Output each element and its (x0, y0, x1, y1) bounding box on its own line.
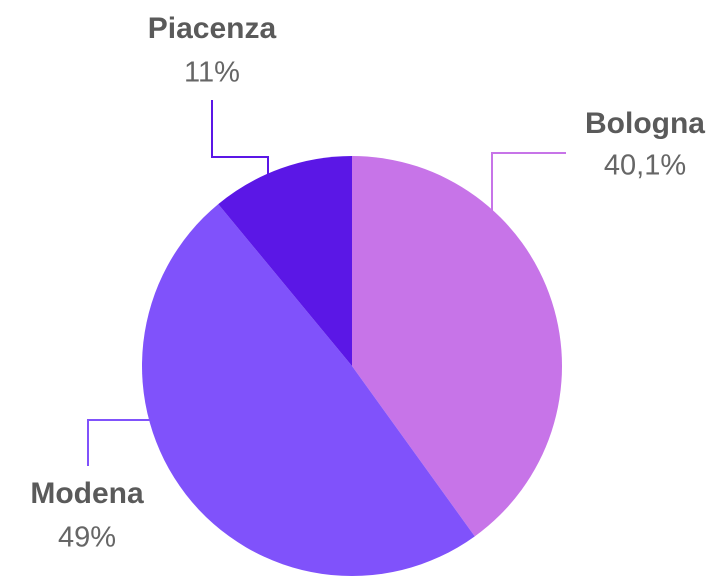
leader-line (87, 419, 150, 466)
leader-line (491, 152, 566, 212)
slice-label: Modena (30, 477, 144, 510)
slice-label: Bologna (585, 107, 705, 140)
slice-value-label: 49% (58, 522, 116, 554)
pie-slice (352, 156, 563, 537)
leader-line (211, 100, 269, 182)
pie-slice (218, 156, 352, 366)
slice-value-label: 11% (184, 57, 240, 89)
pie-slice (142, 204, 475, 576)
slice-value-label: 40,1% (604, 150, 686, 182)
slice-label: Piacenza (148, 12, 277, 45)
